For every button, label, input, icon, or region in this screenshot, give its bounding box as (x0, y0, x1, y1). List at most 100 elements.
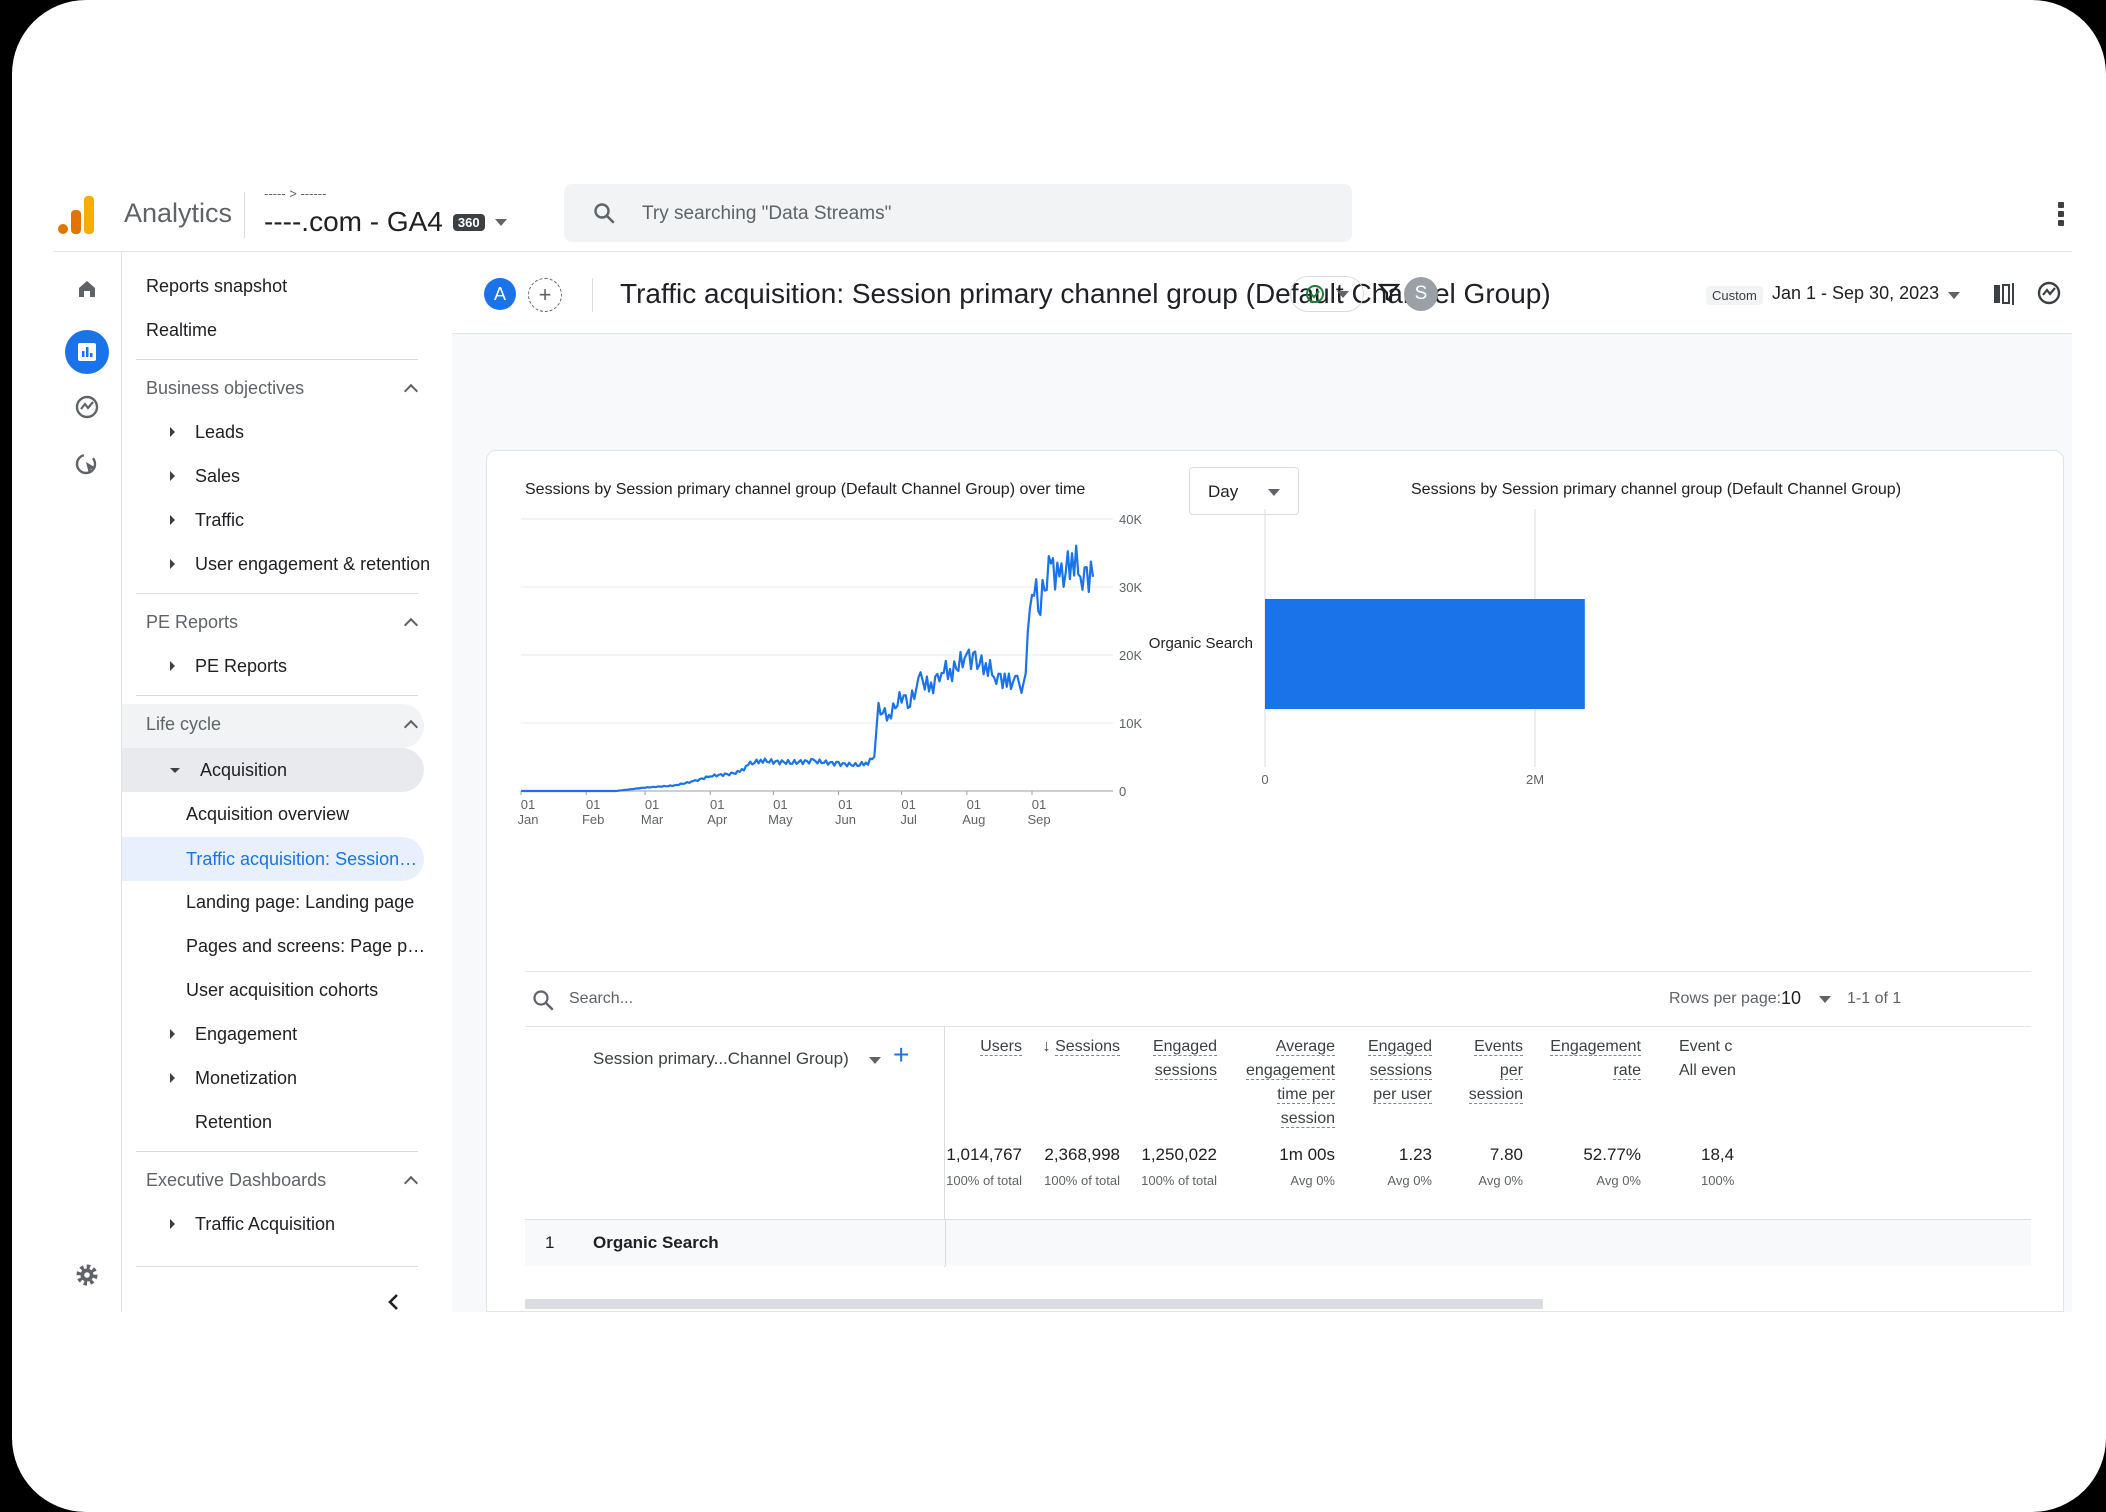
date-range-picker[interactable]: Jan 1 - Sep 30, 2023 (1772, 283, 1940, 303)
chevron-down-icon[interactable] (1948, 292, 1960, 299)
chevron-down-icon (1337, 290, 1349, 298)
nav-item-pages-screens[interactable]: Pages and screens: Page p… (186, 926, 425, 966)
nav-category-executive-dashboards[interactable]: Executive Dashboards (146, 1160, 422, 1200)
column-header[interactable]: Engaged sessions (1057, 1035, 1217, 1083)
home-icon[interactable] (72, 274, 102, 304)
explore-icon[interactable] (72, 392, 102, 422)
dimension-selector[interactable]: Session primary...Channel Group) (593, 1049, 849, 1068)
chevron-down-icon[interactable] (869, 1057, 881, 1064)
column-header[interactable]: Engaged sessions per user (1272, 1035, 1432, 1107)
nav-item-user-acquisition-cohorts[interactable]: User acquisition cohorts (186, 970, 378, 1010)
column-header[interactable]: Average engagement time per session (1175, 1035, 1335, 1131)
nav-realtime[interactable]: Realtime (146, 310, 217, 350)
report-status-button[interactable] (1290, 276, 1364, 312)
property-selector[interactable]: ----.com - GA4 360 (264, 206, 507, 238)
nav-item-traffic-acquisition-exec[interactable]: Traffic Acquisition (166, 1204, 335, 1244)
y-tick-label: 40K (1119, 512, 1142, 527)
more-options-icon[interactable] (2058, 202, 2064, 226)
nav-item-leads[interactable]: Leads (166, 412, 244, 452)
nav-divider (136, 359, 418, 360)
nav-label: Traffic Acquisition (195, 1213, 336, 1234)
nav-reports-snapshot[interactable]: Reports snapshot (146, 266, 287, 306)
x-tick-label: 01 (1032, 797, 1046, 812)
bar-category-label: Organic Search (1149, 635, 1253, 652)
column-header-label: Events (1474, 1038, 1523, 1056)
metric-column: Average engagement time per session 1m 00s Av… (1175, 1027, 1335, 1267)
column-divider (945, 1220, 946, 1266)
chevron-down-icon[interactable] (1819, 996, 1831, 1003)
column-header[interactable]: Users (862, 1035, 1022, 1059)
column-total-percent: Avg 0% (1387, 1173, 1432, 1188)
reports-icon[interactable] (65, 330, 109, 374)
nav-category-business-objectives[interactable]: Business objectives (146, 368, 422, 408)
nav-label: Monetization (195, 1067, 298, 1088)
account-breadcrumb[interactable]: ----- > ------ (264, 186, 327, 201)
settings-gear-icon[interactable] (72, 1260, 102, 1290)
add-dimension-button[interactable]: + (893, 1039, 910, 1070)
nav-item-landing-page[interactable]: Landing page: Landing page (186, 882, 414, 922)
insights-icon[interactable] (2036, 280, 2062, 306)
column-total-percent: 100% (1701, 1173, 1735, 1188)
column-header-label: time per (1277, 1086, 1335, 1104)
nav-label: Leads (195, 421, 245, 442)
pagination-info: 1-1 of 1 (1847, 990, 1902, 1007)
nav-item-retention[interactable]: Retention (166, 1102, 272, 1142)
user-avatar[interactable]: S (1404, 277, 1438, 311)
column-total-percent: Avg 0% (1478, 1173, 1523, 1188)
divider (244, 192, 245, 238)
nav-item-acquisition[interactable]: Acquisition (166, 750, 287, 790)
x-tick-label: 01 (967, 797, 981, 812)
column-total: 1m 00s (1279, 1145, 1335, 1164)
x-tick-label: 01 (773, 797, 787, 812)
advertising-icon[interactable] (72, 450, 102, 480)
chevron-up-icon (403, 617, 419, 633)
column-header[interactable]: Events per session (1363, 1035, 1523, 1107)
nav-item-sales[interactable]: Sales (166, 456, 240, 496)
column-header-label: Users (980, 1038, 1022, 1056)
nav-item-user-engagement[interactable]: User engagement & retention (166, 544, 430, 584)
report-card: Sessions by Session primary channel grou… (486, 450, 2064, 1312)
nav-item-pe-reports[interactable]: PE Reports (166, 646, 287, 686)
nav-category-life-cycle[interactable]: Life cycle (146, 704, 422, 744)
collapse-nav-chevron-left-icon[interactable] (384, 1292, 404, 1312)
expand-arrow-icon (170, 1073, 175, 1083)
add-comparison-button[interactable]: + (528, 278, 562, 312)
row-index: 1 (545, 1233, 555, 1252)
column-total-percent: 100% of total (946, 1173, 1022, 1188)
bar-organic-search (1265, 599, 1585, 709)
column-header-label: rate (1613, 1062, 1641, 1080)
comparison-avatar[interactable]: A (484, 278, 516, 310)
column-header-label: per user (1373, 1086, 1432, 1104)
table-row[interactable] (525, 1220, 2031, 1266)
chevron-up-icon (403, 1175, 419, 1191)
nav-label: Traffic (195, 509, 245, 530)
y-tick-label: 20K (1119, 648, 1142, 663)
table-search-input[interactable]: Search... (569, 990, 634, 1007)
analytics-logo-icon[interactable] (58, 194, 94, 234)
x-tick-label: 01 (521, 797, 535, 812)
nav-item-monetization[interactable]: Monetization (166, 1058, 297, 1098)
filter-icon[interactable] (1378, 282, 1400, 304)
nav-item-engagement[interactable]: Engagement (166, 1014, 297, 1054)
app-name: Analytics (124, 198, 233, 228)
search-input[interactable]: Try searching "Data Streams" (564, 184, 1352, 242)
nav-divider (136, 695, 418, 696)
rows-per-page-select[interactable]: 10 (1781, 988, 1802, 1008)
nav-item-traffic[interactable]: Traffic (166, 500, 244, 540)
column-header-label: Engaged (1367, 1038, 1432, 1056)
nav-label: User acquisition cohorts (186, 979, 379, 1000)
column-header[interactable]: Engagement rate (1481, 1035, 1641, 1083)
nav-item-traffic-acquisition[interactable]: Traffic acquisition: Session… (186, 839, 417, 879)
nav-category-pe-reports[interactable]: PE Reports (146, 602, 422, 642)
horizontal-scrollbar[interactable] (525, 1299, 1543, 1309)
column-header[interactable]: ↓ Sessions (960, 1035, 1120, 1059)
collapse-arrow-icon (170, 767, 180, 773)
granularity-select[interactable]: Day (1189, 467, 1299, 515)
nav-label: Sales (195, 465, 241, 486)
page-title: Traffic acquisition: Session primary cha… (620, 278, 1551, 309)
column-header[interactable]: Event c All even (1679, 1035, 1741, 1083)
nav-item-acquisition-overview[interactable]: Acquisition overview (186, 794, 349, 834)
nav-label: Engagement (195, 1023, 298, 1044)
compare-icon[interactable] (1992, 282, 2018, 306)
chevron-down-icon (494, 218, 507, 226)
